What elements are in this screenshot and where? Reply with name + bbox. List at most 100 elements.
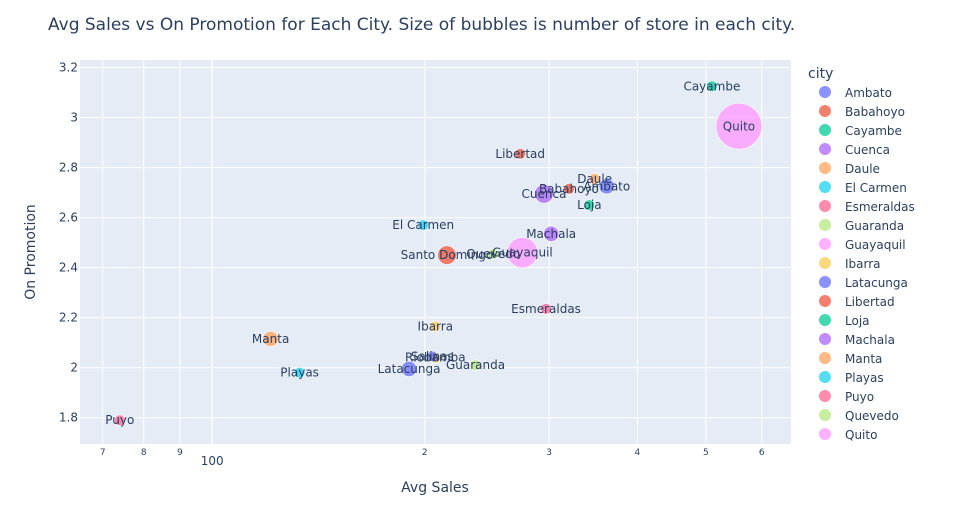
bubble-ambato[interactable] bbox=[598, 178, 615, 195]
bubble-loja[interactable] bbox=[583, 199, 596, 211]
chart-title: Avg Sales vs On Promotion for Each City.… bbox=[48, 15, 795, 35]
legend-label: Cuenca bbox=[845, 143, 890, 157]
legend-item[interactable]: Ibarra bbox=[819, 257, 881, 271]
y-tick-label: 1.8 bbox=[59, 411, 78, 425]
y-tick-label: 3.2 bbox=[59, 61, 78, 75]
legend-item[interactable]: Loja bbox=[819, 314, 870, 328]
bubble-manta[interactable] bbox=[262, 330, 279, 347]
point-label: Cuenca bbox=[522, 187, 567, 201]
legend-item[interactable]: Cayambe bbox=[819, 124, 902, 138]
legend-item[interactable]: Machala bbox=[819, 333, 895, 347]
legend-marker bbox=[819, 352, 831, 364]
point-label: Cayambe bbox=[683, 79, 740, 93]
x-tick-label: 4 bbox=[635, 448, 641, 458]
legend-item[interactable]: Puyo bbox=[819, 390, 874, 404]
y-tick-label: 2.8 bbox=[59, 161, 78, 175]
bubble-el-carmen[interactable] bbox=[417, 219, 429, 231]
legend[interactable]: city Ambato Babahoyo Cayambe Cuenca Daule El … bbox=[808, 66, 915, 442]
legend-marker bbox=[819, 333, 831, 345]
legend-marker bbox=[819, 200, 831, 212]
bubble-latacunga[interactable] bbox=[401, 361, 417, 377]
point-label: Babahoyo bbox=[539, 182, 599, 196]
x-tick-label: 3 bbox=[546, 448, 552, 458]
legend-label: Machala bbox=[845, 333, 895, 347]
x-tick-label: 8 bbox=[141, 448, 147, 458]
bubble-playas[interactable] bbox=[293, 367, 306, 379]
legend-marker bbox=[819, 181, 831, 193]
x-axis-title: Avg Sales bbox=[401, 480, 469, 496]
legend-marker bbox=[819, 124, 831, 136]
legend-label: Babahoyo bbox=[845, 105, 905, 119]
bubble-daule[interactable] bbox=[588, 173, 601, 185]
x-tick-label: 2 bbox=[422, 448, 428, 458]
point-label: El Carmen bbox=[392, 218, 454, 232]
point-label: Esmeraldas bbox=[511, 302, 581, 316]
legend-label: El Carmen bbox=[845, 181, 907, 195]
x-tick-label: 9 bbox=[177, 448, 183, 458]
bubble-esmeraldas[interactable] bbox=[540, 303, 552, 315]
legend-marker bbox=[819, 295, 831, 307]
bubble-cayambe[interactable] bbox=[706, 80, 718, 92]
legend-marker bbox=[819, 371, 831, 383]
bubble-puyo[interactable] bbox=[114, 414, 126, 426]
bubble-ibarra[interactable] bbox=[429, 320, 442, 333]
legend-item[interactable]: Cuenca bbox=[819, 143, 890, 157]
y-tick-label: 2.4 bbox=[59, 261, 78, 275]
legend-item[interactable]: Guayaquil bbox=[819, 238, 906, 252]
point-label: Salinas bbox=[411, 349, 454, 363]
point-label: Machala bbox=[526, 227, 576, 241]
legend-label: Guayaquil bbox=[845, 238, 906, 252]
x-tick-label: 7 bbox=[100, 448, 106, 458]
legend-item[interactable]: Latacunga bbox=[819, 276, 908, 290]
point-label: Puyo bbox=[105, 413, 134, 427]
x-axis-ticks: 7 8 9 100 2 3 4 5 6 bbox=[100, 448, 765, 468]
x-tick-label: 100 bbox=[201, 454, 224, 468]
legend-item[interactable]: Babahoyo bbox=[819, 105, 905, 119]
bubble-guaranda[interactable] bbox=[469, 359, 482, 371]
legend-marker bbox=[819, 219, 831, 231]
legend-item[interactable]: Manta bbox=[819, 352, 882, 366]
point-label: Santo Domingo bbox=[401, 248, 494, 262]
bubble-guayaquil[interactable] bbox=[506, 237, 539, 269]
bubble-machala[interactable] bbox=[543, 225, 560, 242]
legend-item[interactable]: Libertad bbox=[819, 295, 895, 309]
legend-item[interactable]: Daule bbox=[819, 162, 880, 176]
legend-marker bbox=[819, 276, 831, 288]
legend-marker bbox=[819, 86, 831, 98]
bubble-santo-domingo[interactable] bbox=[437, 245, 457, 265]
bubble-quevedo[interactable] bbox=[487, 248, 499, 260]
bubble-salinas[interactable] bbox=[426, 350, 439, 363]
legend-label: Manta bbox=[845, 352, 882, 366]
legend-item[interactable]: Quevedo bbox=[819, 409, 899, 423]
bubble-cuenca[interactable] bbox=[534, 184, 554, 204]
bubble-babahoyo[interactable] bbox=[563, 183, 575, 195]
x-tick-label: 6 bbox=[759, 448, 765, 458]
legend-title: city bbox=[808, 66, 833, 82]
legend-label: Esmeraldas bbox=[845, 200, 915, 214]
legend-item[interactable]: El Carmen bbox=[819, 181, 907, 195]
legend-item[interactable]: Guaranda bbox=[819, 219, 904, 233]
legend-item[interactable]: Ambato bbox=[819, 86, 892, 100]
legend-marker bbox=[819, 257, 831, 269]
legend-item[interactable]: Esmeraldas bbox=[819, 200, 915, 214]
point-label: Quevedo bbox=[466, 247, 520, 261]
legend-marker bbox=[819, 143, 831, 155]
legend-item[interactable]: Playas bbox=[819, 371, 884, 385]
bubble-quito[interactable] bbox=[715, 103, 763, 150]
legend-label: Cayambe bbox=[845, 124, 902, 138]
legend-marker bbox=[819, 314, 831, 326]
legend-marker bbox=[819, 390, 831, 402]
point-label: Loja bbox=[577, 198, 602, 212]
bubble-libertad[interactable] bbox=[514, 148, 526, 160]
point-label: Manta bbox=[252, 332, 289, 346]
legend-marker bbox=[819, 162, 831, 174]
point-label: Riobamba bbox=[405, 351, 466, 365]
legend-label: Ibarra bbox=[845, 257, 881, 271]
legend-item[interactable]: Quito bbox=[819, 428, 877, 442]
y-tick-label: 3 bbox=[70, 111, 78, 125]
y-tick-label: 2.2 bbox=[59, 311, 78, 325]
legend-marker bbox=[819, 105, 831, 117]
legend-label: Quito bbox=[845, 428, 877, 442]
point-label: Guayaquil bbox=[492, 246, 553, 260]
bubble-markers[interactable] bbox=[114, 80, 763, 426]
